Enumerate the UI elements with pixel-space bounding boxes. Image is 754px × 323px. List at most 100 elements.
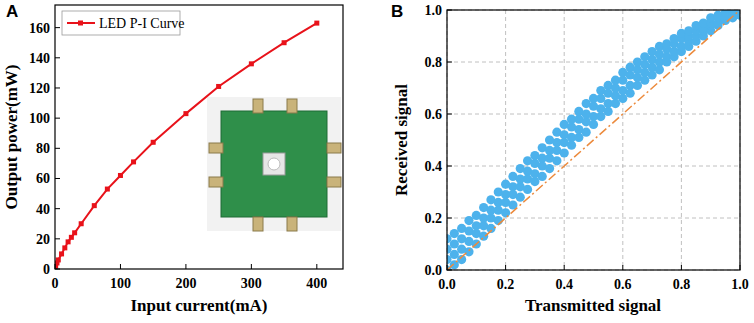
marker bbox=[59, 251, 64, 256]
y-axis-label: Received signal bbox=[392, 84, 411, 196]
inset-connector bbox=[327, 143, 341, 153]
inset-connector bbox=[253, 99, 263, 113]
inset-led-lens bbox=[268, 158, 280, 170]
y-tick-label: 0.6 bbox=[425, 107, 443, 122]
chart: 0100200300400020406080100120140160AInput… bbox=[2, 2, 343, 315]
marker bbox=[151, 140, 156, 145]
inset-connector bbox=[287, 217, 297, 231]
x-tick-label: 0.0 bbox=[438, 277, 456, 292]
inset-photo-bg bbox=[207, 97, 341, 231]
y-tick-label: 0.8 bbox=[425, 55, 443, 70]
scatter-point bbox=[464, 247, 473, 256]
y-tick bbox=[55, 178, 60, 179]
marker bbox=[131, 159, 136, 164]
y-tick bbox=[55, 27, 60, 28]
chart: 0.0 0.2 0.4 0.6 0.8 1.0 0.0 0.2 0.4 0.6 0.8 1.0 B Tra… bbox=[391, 2, 749, 315]
x-tick-label: 0 bbox=[52, 276, 59, 291]
y-tick bbox=[55, 238, 60, 239]
y-tick-label: 40 bbox=[36, 202, 50, 217]
x-tick bbox=[55, 264, 56, 269]
scatter-point bbox=[479, 232, 488, 241]
inset-pcb bbox=[221, 111, 327, 217]
inset-connector bbox=[327, 177, 341, 187]
x-tick-label: 0.4 bbox=[555, 277, 573, 292]
y-tick bbox=[447, 62, 452, 63]
y-tick bbox=[55, 269, 60, 270]
x-axis-label: Transmitted signal bbox=[525, 296, 661, 315]
y-tick-label: 80 bbox=[36, 141, 50, 156]
series-line bbox=[55, 23, 317, 269]
marker bbox=[105, 187, 110, 192]
marker bbox=[66, 239, 71, 244]
scatter-point bbox=[501, 208, 510, 217]
plot-data bbox=[55, 21, 319, 269]
panel-label: A bbox=[6, 2, 18, 21]
inset-connector bbox=[209, 177, 223, 187]
panel-label: B bbox=[391, 2, 403, 21]
y-tick-label: 60 bbox=[36, 171, 50, 186]
marker bbox=[62, 245, 67, 250]
x-tick-label: 400 bbox=[306, 276, 327, 291]
y-tick-label: 140 bbox=[29, 51, 50, 66]
y-tick-label: 0.0 bbox=[425, 263, 443, 278]
y-tick bbox=[55, 118, 60, 119]
marker bbox=[249, 61, 254, 66]
scatter-point bbox=[560, 148, 569, 157]
inset-led bbox=[263, 153, 285, 175]
x-tick bbox=[564, 265, 565, 270]
x-tick-label: 0.8 bbox=[673, 277, 691, 292]
y-tick bbox=[55, 148, 60, 149]
y-tick bbox=[447, 270, 452, 271]
x-tick-label: 1.0 bbox=[731, 277, 749, 292]
x-tick bbox=[185, 264, 186, 269]
y-axis-label: Output power(mW) bbox=[2, 65, 21, 210]
grid-line bbox=[447, 62, 740, 63]
marker bbox=[118, 173, 123, 178]
y-tick bbox=[447, 218, 452, 219]
plot-data bbox=[447, 10, 740, 270]
marker bbox=[69, 235, 74, 240]
y-tick bbox=[447, 114, 452, 115]
grid-line bbox=[447, 166, 740, 167]
legend-marker bbox=[78, 21, 83, 26]
x-tick bbox=[251, 264, 252, 269]
x-tick bbox=[120, 264, 121, 269]
series-line bbox=[447, 10, 740, 270]
x-tick-label: 0.2 bbox=[497, 277, 515, 292]
x-tick-label: 200 bbox=[175, 276, 196, 291]
plot-frame bbox=[55, 5, 343, 269]
x-tick-label: 100 bbox=[110, 276, 131, 291]
scatter-point bbox=[523, 185, 532, 194]
y-tick-label: 0.2 bbox=[425, 211, 443, 226]
y-tick-label: 0 bbox=[43, 262, 50, 277]
marker bbox=[72, 230, 77, 235]
y-tick bbox=[55, 57, 60, 58]
grid-line bbox=[622, 10, 623, 270]
x-tick bbox=[316, 264, 317, 269]
inset-connector bbox=[209, 143, 223, 153]
marker bbox=[79, 221, 84, 226]
x-tick-label: 0.6 bbox=[614, 277, 632, 292]
x-tick bbox=[505, 265, 506, 270]
marker bbox=[314, 21, 319, 26]
inset-connector bbox=[287, 99, 297, 113]
y-tick bbox=[55, 208, 60, 209]
y-tick-label: 20 bbox=[36, 232, 50, 247]
scatter-point bbox=[552, 156, 561, 165]
x-tick bbox=[740, 265, 741, 270]
x-tick bbox=[622, 265, 623, 270]
y-tick-label: 1.0 bbox=[425, 3, 443, 18]
marker bbox=[183, 111, 188, 116]
marker bbox=[216, 84, 221, 89]
x-axis-label: Input current(mA) bbox=[130, 296, 267, 315]
y-tick-label: 0.4 bbox=[425, 159, 443, 174]
scatter-point bbox=[582, 128, 591, 137]
figure: 0100200300400020406080100120140160AInput… bbox=[0, 0, 754, 323]
scatter-point bbox=[516, 193, 525, 202]
marker bbox=[282, 40, 287, 45]
legend: LED P-I Curve bbox=[62, 11, 185, 35]
marker bbox=[92, 203, 97, 208]
inset-connector bbox=[253, 217, 263, 231]
x-tick-label: 300 bbox=[241, 276, 262, 291]
scatter-point bbox=[545, 164, 554, 173]
